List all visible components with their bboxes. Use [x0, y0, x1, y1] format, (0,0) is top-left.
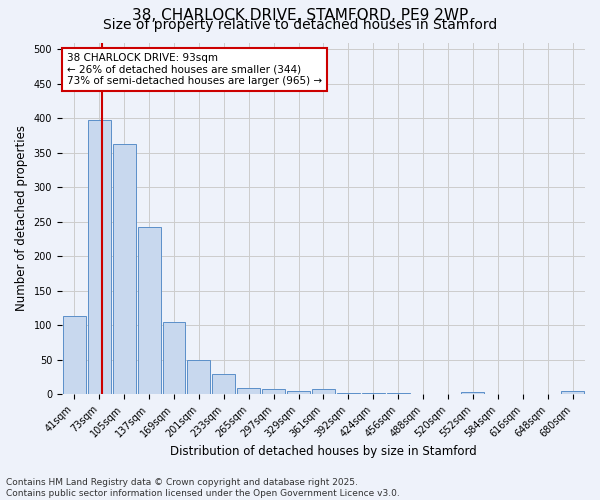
Bar — [113, 144, 136, 394]
Y-axis label: Number of detached properties: Number of detached properties — [15, 126, 28, 312]
Bar — [312, 390, 335, 394]
Bar — [88, 120, 111, 394]
Bar — [63, 316, 86, 394]
Bar — [561, 392, 584, 394]
Bar — [262, 390, 285, 394]
Bar — [187, 360, 211, 394]
Bar — [362, 393, 385, 394]
Text: Contains HM Land Registry data © Crown copyright and database right 2025.
Contai: Contains HM Land Registry data © Crown c… — [6, 478, 400, 498]
Bar — [387, 393, 410, 394]
Bar — [461, 392, 484, 394]
X-axis label: Distribution of detached houses by size in Stamford: Distribution of detached houses by size … — [170, 444, 477, 458]
Bar — [337, 393, 360, 394]
Text: Size of property relative to detached houses in Stamford: Size of property relative to detached ho… — [103, 18, 497, 32]
Bar — [137, 228, 161, 394]
Text: 38, CHARLOCK DRIVE, STAMFORD, PE9 2WP: 38, CHARLOCK DRIVE, STAMFORD, PE9 2WP — [132, 8, 468, 22]
Bar — [212, 374, 235, 394]
Bar — [237, 388, 260, 394]
Bar — [163, 322, 185, 394]
Text: 38 CHARLOCK DRIVE: 93sqm
← 26% of detached houses are smaller (344)
73% of semi-: 38 CHARLOCK DRIVE: 93sqm ← 26% of detach… — [67, 53, 322, 86]
Bar — [287, 391, 310, 394]
